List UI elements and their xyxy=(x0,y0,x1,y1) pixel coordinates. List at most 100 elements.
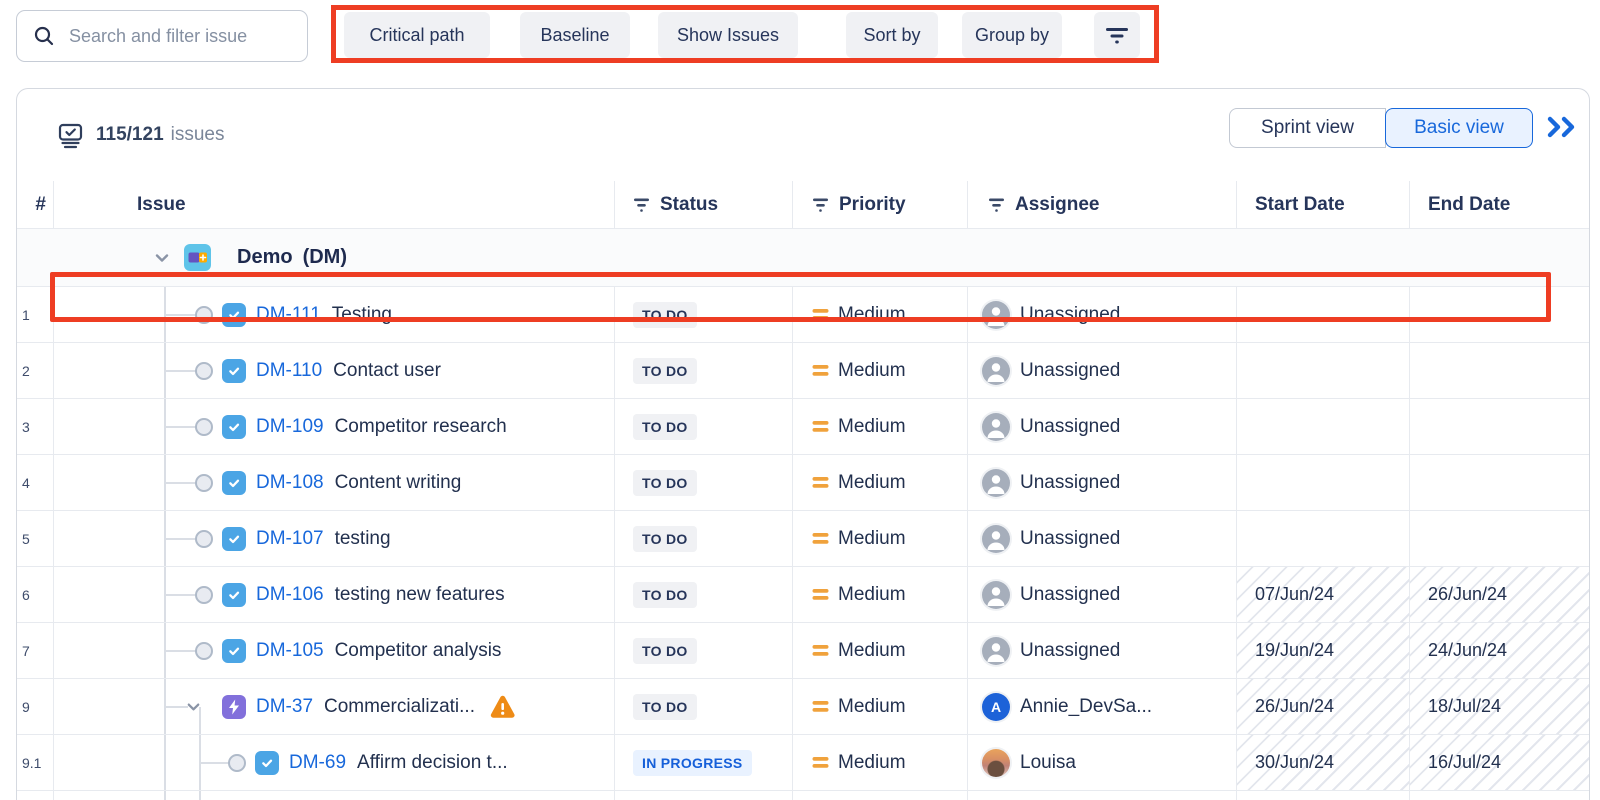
column-header-status[interactable]: Status xyxy=(614,181,792,228)
drag-handle[interactable] xyxy=(195,641,213,660)
issue-key-link[interactable]: DM-69 xyxy=(289,751,347,773)
status-cell[interactable]: TO DO xyxy=(614,287,792,342)
search-box[interactable] xyxy=(16,10,308,62)
assignee-cell[interactable]: A Annie_DevSa... xyxy=(967,679,1236,734)
collapse-panel-button[interactable] xyxy=(1545,115,1579,142)
end-date-cell[interactable]: 26/Jun/24 xyxy=(1409,567,1589,622)
drag-handle[interactable] xyxy=(228,753,246,772)
priority-cell[interactable]: Medium xyxy=(792,343,967,398)
end-date-cell[interactable] xyxy=(1409,287,1589,342)
assignee-cell[interactable]: Unassigned xyxy=(967,455,1236,510)
end-date-cell[interactable]: 16/Jul/24 xyxy=(1409,735,1589,790)
project-group-row[interactable]: Demo (DM) xyxy=(17,229,1589,287)
issue-key-link[interactable]: DM-109 xyxy=(256,415,324,437)
status-cell[interactable]: TO DO xyxy=(614,399,792,454)
column-header-start-date[interactable]: Start Date xyxy=(1236,181,1409,228)
column-header-assignee[interactable]: Assignee xyxy=(967,181,1236,228)
issue-row[interactable]: 9 DM-37 Commercializati... xyxy=(17,679,1589,735)
drag-handle[interactable] xyxy=(195,417,213,436)
show-issues-button[interactable]: Show Issues xyxy=(658,12,798,58)
group-by-button[interactable]: Group by xyxy=(962,12,1062,58)
status-badge[interactable]: TO DO xyxy=(633,637,697,664)
start-date-cell[interactable]: 26/Jun/24 xyxy=(1236,679,1409,734)
status-badge[interactable]: TO DO xyxy=(633,581,697,608)
priority-cell[interactable]: Medium xyxy=(792,287,967,342)
status-badge[interactable]: TO DO xyxy=(633,469,697,496)
chevron-down-icon[interactable] xyxy=(153,249,171,267)
start-date-cell[interactable] xyxy=(1236,399,1409,454)
priority-cell[interactable]: Medium xyxy=(792,735,967,790)
status-badge[interactable]: TO DO xyxy=(633,357,697,384)
status-badge[interactable]: IN PROGRESS xyxy=(633,749,752,776)
drag-handle[interactable] xyxy=(195,305,213,324)
status-badge[interactable]: TO DO xyxy=(633,525,697,552)
end-date-cell[interactable] xyxy=(1409,343,1589,398)
issue-key-link[interactable]: DM-106 xyxy=(256,583,324,605)
issue-row[interactable]: 3 DM-109 Competitor research TO DO xyxy=(17,399,1589,455)
column-header-end-date[interactable]: End Date xyxy=(1409,181,1589,228)
status-filter-icon[interactable] xyxy=(633,196,650,213)
start-date-cell[interactable] xyxy=(1236,343,1409,398)
baseline-button[interactable]: Baseline xyxy=(520,12,630,58)
chevron-down-icon[interactable] xyxy=(185,698,202,715)
issue-cell[interactable]: DM-37 Commercializati... xyxy=(53,679,614,734)
issue-row[interactable]: 2 DM-110 Contact user TO DO xyxy=(17,343,1589,399)
drag-handle[interactable] xyxy=(195,529,213,548)
status-cell[interactable]: TO DO xyxy=(614,511,792,566)
start-date-cell[interactable] xyxy=(1236,287,1409,342)
end-date-cell[interactable]: 18/Jul/24 xyxy=(1409,679,1589,734)
status-cell[interactable]: IN PROGRESS xyxy=(614,735,792,790)
priority-cell[interactable]: Medium xyxy=(792,567,967,622)
column-header-priority[interactable]: Priority xyxy=(792,181,967,228)
critical-path-button[interactable]: Critical path xyxy=(344,12,490,58)
issue-key-link[interactable]: DM-105 xyxy=(256,639,324,661)
filter-button[interactable] xyxy=(1094,12,1140,58)
search-input[interactable] xyxy=(67,24,291,48)
assignee-cell[interactable]: Unassigned xyxy=(967,343,1236,398)
start-date-cell[interactable] xyxy=(1236,511,1409,566)
issue-cell[interactable]: DM-111 Testing xyxy=(53,287,614,342)
issue-key-link[interactable]: DM-37 xyxy=(256,695,314,717)
priority-cell[interactable]: Medium xyxy=(792,399,967,454)
assignee-cell[interactable]: Unassigned xyxy=(967,511,1236,566)
end-date-cell[interactable] xyxy=(1409,455,1589,510)
issue-cell[interactable]: DM-109 Competitor research xyxy=(53,399,614,454)
issue-key-link[interactable]: DM-107 xyxy=(256,527,324,549)
issue-row[interactable]: 4 DM-108 Content writing TO DO xyxy=(17,455,1589,511)
sprint-view-button[interactable]: Sprint view xyxy=(1229,108,1386,148)
start-date-cell[interactable]: 30/Jun/24 xyxy=(1236,735,1409,790)
issue-row[interactable]: 9.1 DM-69 Affirm decision t... IN PROGRE… xyxy=(17,735,1589,791)
start-date-cell[interactable] xyxy=(1236,455,1409,510)
end-date-cell[interactable] xyxy=(1409,511,1589,566)
assignee-cell[interactable]: Louisa xyxy=(967,735,1236,790)
issue-cell[interactable]: DM-106 testing new features xyxy=(53,567,614,622)
basic-view-button[interactable]: Basic view xyxy=(1385,108,1533,148)
issue-cell[interactable]: DM-108 Content writing xyxy=(53,455,614,510)
assignee-cell[interactable]: Unassigned xyxy=(967,287,1236,342)
issue-row[interactable]: 1 DM-111 Testing TO DO xyxy=(17,287,1589,343)
drag-handle[interactable] xyxy=(195,361,213,380)
drag-handle[interactable] xyxy=(195,473,213,492)
warning-icon[interactable] xyxy=(489,695,516,719)
priority-cell[interactable]: Medium xyxy=(792,511,967,566)
status-badge[interactable]: TO DO xyxy=(633,301,697,328)
assignee-cell[interactable]: Unassigned xyxy=(967,399,1236,454)
assignee-cell[interactable]: Unassigned xyxy=(967,623,1236,678)
issue-cell[interactable]: DM-110 Contact user xyxy=(53,343,614,398)
assignee-filter-icon[interactable] xyxy=(988,196,1005,213)
issue-key-link[interactable]: DM-110 xyxy=(256,359,323,381)
priority-filter-icon[interactable] xyxy=(812,196,829,213)
status-cell[interactable]: TO DO xyxy=(614,343,792,398)
status-cell[interactable]: TO DO xyxy=(614,455,792,510)
drag-handle[interactable] xyxy=(195,585,213,604)
assignee-cell[interactable]: Unassigned xyxy=(967,567,1236,622)
start-date-cell[interactable]: 07/Jun/24 xyxy=(1236,567,1409,622)
issue-row[interactable]: 6 DM-106 testing new features TO DO xyxy=(17,567,1589,623)
status-badge[interactable]: TO DO xyxy=(633,693,697,720)
issue-row[interactable]: 7 DM-105 Competitor analysis TO DO xyxy=(17,623,1589,679)
start-date-cell[interactable]: 19/Jun/24 xyxy=(1236,623,1409,678)
status-badge[interactable]: TO DO xyxy=(633,413,697,440)
issue-cell[interactable]: DM-107 testing xyxy=(53,511,614,566)
status-cell[interactable]: TO DO xyxy=(614,623,792,678)
priority-cell[interactable]: Medium xyxy=(792,679,967,734)
